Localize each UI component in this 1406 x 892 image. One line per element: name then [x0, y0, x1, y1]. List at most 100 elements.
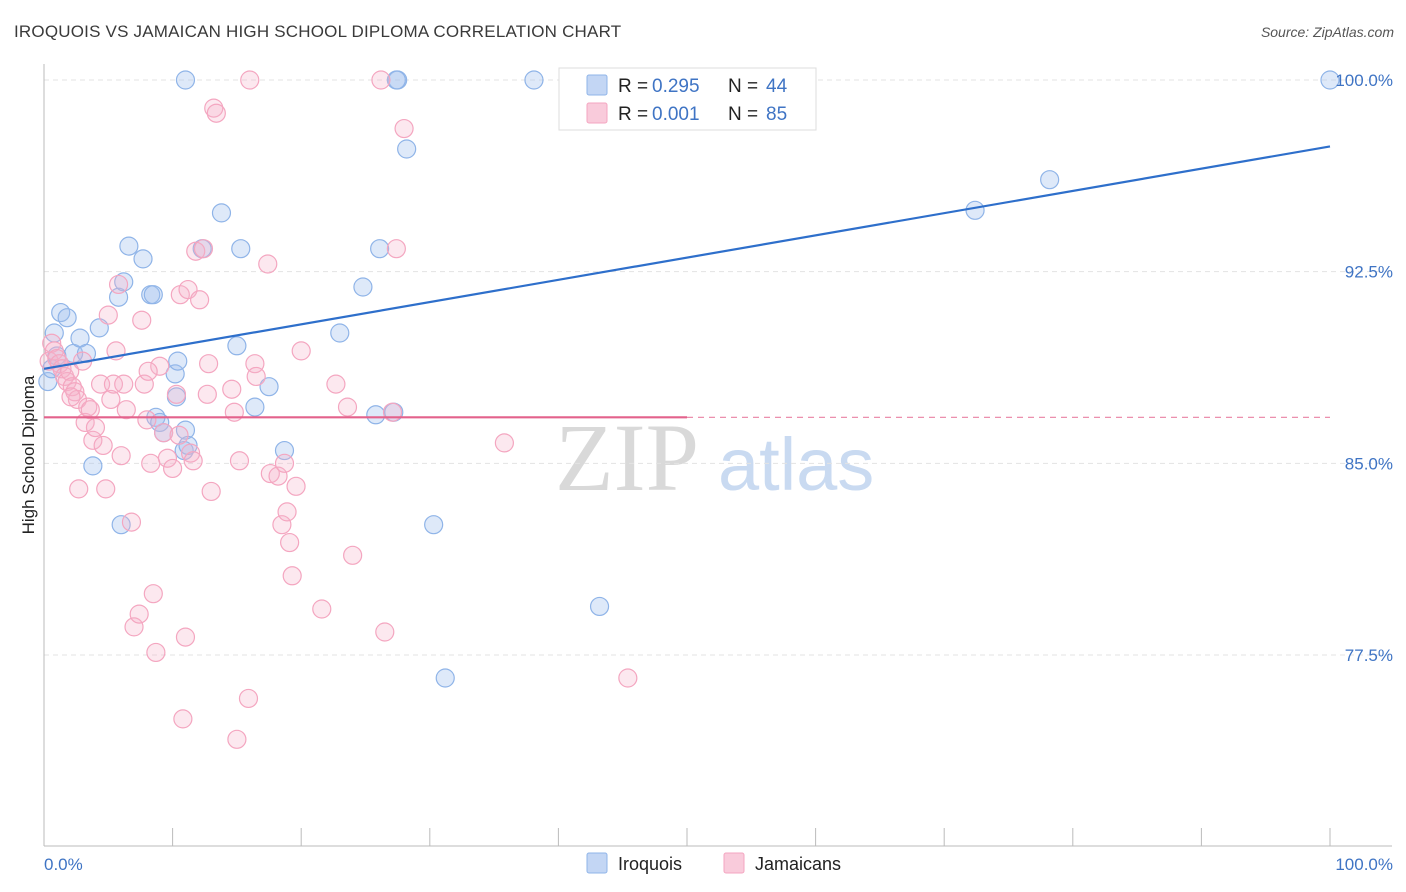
point-jamaicans-24 [103, 374, 124, 394]
stats-r-value-jamaicans: 0.001 [652, 104, 700, 125]
y-tick-label-3: 100.0% [1335, 71, 1393, 90]
point-jamaicans-15 [78, 397, 98, 417]
axes [43, 64, 1392, 847]
point-jamaicans-61 [229, 451, 250, 471]
point-jamaicans-6 [54, 366, 75, 387]
point-iroquois-28 [231, 239, 251, 259]
point-iroquois-7 [83, 456, 103, 476]
legend-label-iroquois: Iroquois [618, 854, 682, 874]
point-jamaicans-68 [274, 453, 295, 473]
point-iroquois-12 [119, 236, 139, 256]
point-jamaicans-31 [124, 617, 144, 637]
point-iroquois-2 [51, 302, 71, 323]
point-jamaicans-35 [137, 410, 157, 430]
point-iroquois-30 [259, 377, 279, 397]
stats-r-value-iroquois: 0.295 [652, 76, 700, 97]
point-jamaicans-9 [62, 377, 82, 397]
chart-title: IROQUOIS VS JAMAICAN HIGH SCHOOL DIPLOMA… [14, 22, 622, 41]
point-jamaicans-28 [114, 374, 134, 394]
point-iroquois-44 [1040, 170, 1060, 190]
y-tick-label-1: 85.0% [1345, 454, 1393, 473]
point-iroquois-27 [227, 336, 247, 356]
point-jamaicans-67 [272, 515, 292, 535]
point-jamaicans-32 [129, 604, 149, 624]
point-jamaicans-40 [153, 423, 174, 443]
series-legend: Iroquois Jamaicans [586, 852, 841, 874]
stats-swatch-jamaicans [586, 102, 608, 124]
point-jamaicans-82 [494, 433, 514, 453]
point-jamaicans-45 [173, 709, 193, 729]
point-jamaicans-36 [141, 453, 161, 473]
point-iroquois-40 [435, 668, 455, 688]
legend-swatch-jamaicans [723, 852, 745, 874]
point-jamaicans-16 [80, 400, 100, 420]
point-jamaicans-79 [382, 402, 403, 422]
point-jamaicans-43 [166, 384, 187, 404]
source-label: Source: ZipAtlas.com [1260, 24, 1394, 40]
point-jamaicans-26 [108, 274, 129, 295]
point-jamaicans-54 [199, 354, 219, 374]
point-jamaicans-55 [201, 481, 221, 502]
point-jamaicans-58 [222, 379, 242, 399]
point-jamaicans-69 [277, 502, 297, 522]
point-jamaicans-29 [116, 400, 136, 420]
point-jamaicans-33 [132, 310, 152, 330]
point-iroquois-39 [424, 515, 444, 535]
point-jamaicans-80 [386, 239, 406, 259]
point-jamaicans-52 [193, 239, 214, 259]
point-jamaicans-83 [618, 668, 638, 688]
point-jamaicans-60 [227, 729, 247, 749]
point-jamaicans-71 [282, 566, 302, 586]
point-jamaicans-8 [60, 361, 80, 381]
stats-r-label-jamaicans: R = [618, 104, 648, 125]
point-jamaicans-86 [169, 425, 189, 445]
point-jamaicans-41 [157, 448, 178, 468]
x-tick-labels: 0.0% 100.0% [44, 855, 1393, 874]
y-axis-title: High School Diploma [19, 375, 38, 534]
stats-n-label-jamaicans: N = [728, 104, 758, 125]
point-iroquois-41 [524, 70, 544, 90]
point-jamaicans-74 [312, 599, 332, 619]
point-jamaicans-57 [206, 103, 226, 123]
stats-r-label-iroquois: R = [618, 76, 648, 97]
point-jamaicans-64 [258, 254, 278, 274]
point-iroquois-34 [366, 405, 386, 425]
point-iroquois-42 [589, 596, 610, 617]
point-jamaicans-22 [98, 305, 118, 325]
point-iroquois-32 [330, 323, 350, 343]
x-tick-label-1: 100.0% [1335, 855, 1393, 874]
point-jamaicans-50 [186, 241, 206, 261]
point-jamaicans-10 [65, 382, 85, 402]
point-jamaicans-18 [85, 417, 106, 438]
point-jamaicans-62 [238, 688, 259, 709]
point-jamaicans-85 [371, 70, 391, 90]
point-jamaicans-84 [240, 70, 260, 90]
point-jamaicans-72 [286, 476, 306, 496]
point-iroquois-33 [353, 277, 373, 297]
stats-swatch-iroquois [586, 74, 608, 96]
point-iroquois-47 [386, 70, 406, 90]
point-iroquois-38 [397, 139, 417, 159]
point-jamaicans-20 [93, 435, 113, 456]
point-jamaicans-2 [44, 341, 64, 361]
point-iroquois-26 [211, 203, 232, 223]
point-jamaicans-59 [224, 402, 244, 422]
stats-n-label-iroquois: N = [728, 76, 758, 97]
stats-n-value-jamaicans: 85 [766, 104, 787, 125]
point-jamaicans-12 [69, 479, 89, 499]
point-iroquois-15 [143, 285, 163, 305]
point-jamaicans-27 [111, 446, 131, 466]
point-jamaicans-88 [61, 387, 81, 407]
point-iroquois-13 [133, 249, 153, 269]
legend-label-jamaicans: Jamaicans [755, 854, 841, 874]
point-iroquois-21 [168, 351, 188, 371]
point-iroquois-45 [1320, 70, 1340, 90]
point-jamaicans-53 [197, 384, 217, 404]
trend-iroquois [43, 145, 1331, 370]
point-jamaicans-77 [343, 545, 363, 565]
point-jamaicans-65 [260, 463, 280, 484]
point-iroquois-35 [370, 239, 390, 259]
trend-lines [43, 145, 1331, 419]
point-jamaicans-21 [96, 479, 116, 499]
